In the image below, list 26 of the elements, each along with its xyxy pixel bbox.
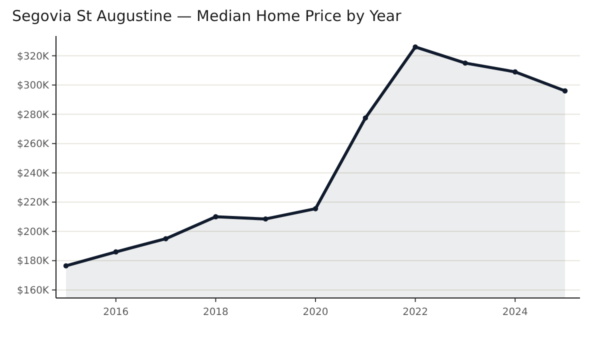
- x-tick-label: 2020: [302, 307, 328, 318]
- point: [113, 249, 118, 254]
- point: [362, 115, 368, 121]
- x-tick-label: 2022: [402, 307, 428, 318]
- point: [562, 88, 568, 94]
- point: [462, 60, 468, 66]
- y-tick-label: $260K: [16, 139, 50, 150]
- x-tick-label: 2016: [103, 307, 129, 318]
- y-tick-label: $320K: [16, 51, 50, 62]
- x-tick-label: 2018: [202, 307, 228, 318]
- chart-title: Segovia St Augustine — Median Home Price by Year: [12, 7, 402, 25]
- y-tick-label: $180K: [16, 256, 50, 268]
- point: [263, 216, 268, 222]
- point: [213, 214, 218, 220]
- y-tick-label: $300K: [16, 80, 50, 92]
- y-tick-label: $220K: [16, 198, 50, 209]
- x-tick-label: 2024: [502, 307, 528, 318]
- point: [512, 69, 518, 74]
- point: [312, 206, 318, 212]
- point: [412, 44, 418, 50]
- y-tick-label: $200K: [16, 226, 50, 238]
- y-tick-label: $280K: [16, 110, 50, 121]
- point: [163, 236, 168, 242]
- y-tick-label: $160K: [16, 285, 50, 296]
- point: [63, 263, 69, 268]
- y-tick-label: $240K: [16, 168, 50, 180]
